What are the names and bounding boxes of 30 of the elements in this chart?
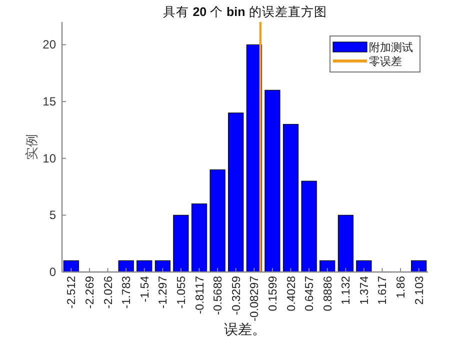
x-tick-label: -0.8117 [194,276,206,314]
x-tick-label: -2.269 [84,276,96,309]
x-tick-label: -1.783 [121,276,134,309]
y-tick-label: 15 [42,94,56,109]
x-tick-label: 0.6457 [304,276,316,312]
chart-title: 具有 20 个 bin 的误差直方图 [163,4,327,19]
x-tick-label: 0.8886 [322,276,334,312]
x-tick-label: -2.026 [102,276,115,309]
x-tick-label: -0.5688 [212,276,225,316]
y-tick-label: 5 [49,208,56,222]
x-tick-label: -1.055 [176,276,188,309]
x-tick-label: -0.3259 [230,276,243,316]
x-tick-label: -2.512 [66,276,78,309]
x-tick-label: 1.86 [396,276,408,298]
legend-label: 零误差 [369,55,402,68]
legend-label: 附加测试 [369,41,413,54]
y-tick-label: 10 [42,151,56,166]
y-tick-label: 20 [42,38,56,52]
x-tick-label: -1.297 [158,276,170,309]
x-tick-label: -1.54 [139,275,152,302]
y-axis-title: 实例 [25,134,40,160]
y-tick-label: 0 [49,265,56,279]
x-tick-label: 1.617 [377,276,390,305]
x-tick-label: 2.103 [414,276,426,305]
x-tick-label: 1.132 [340,276,353,305]
x-tick-label: 0.4028 [286,276,298,312]
x-tick-label: 1.374 [358,275,371,305]
x-tick-label: -0.08297 [249,276,262,322]
x-tick-label: 0.1599 [267,276,280,312]
x-axis-title: 误差。 [224,322,266,338]
